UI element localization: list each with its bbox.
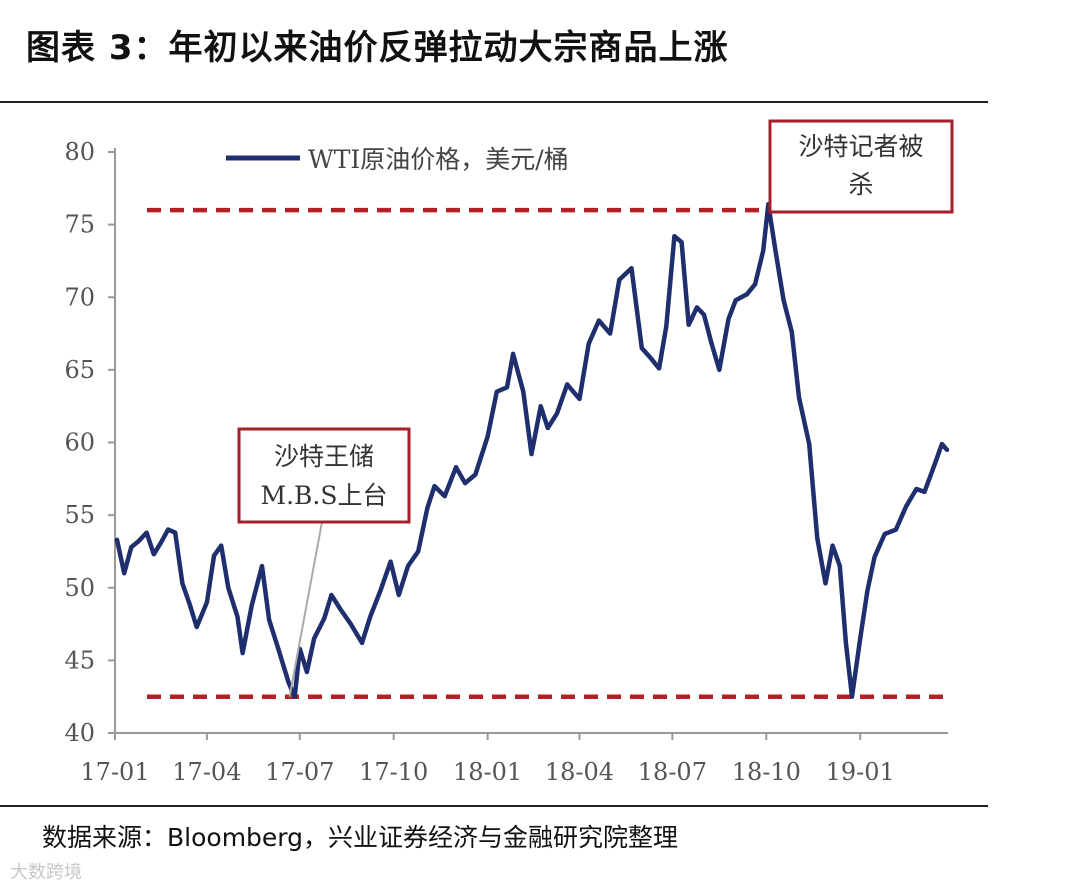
source-note: 数据来源：Bloomberg，兴业证券经济与金融研究院整理 — [42, 823, 679, 852]
callout-box-mbs — [237, 427, 411, 524]
figure-title: 图表 3：年初以来油价反弹拉动大宗商品上涨 — [26, 28, 729, 68]
callout-text-journalist: 杀 — [848, 170, 873, 199]
y-tick-label: 55 — [64, 501, 95, 529]
legend-label: WTI原油价格，美元/桶 — [308, 145, 569, 174]
series-layer — [114, 202, 950, 699]
callout-pointer — [288, 521, 323, 697]
callout-text-mbs: 沙特王储 — [274, 442, 374, 471]
x-tick-label: 18-10 — [732, 758, 801, 786]
x-tick-label: 19-01 — [826, 758, 895, 786]
watermark: 大数跨境 — [10, 862, 82, 883]
callout-text-mbs: M.B.S上台 — [261, 481, 388, 510]
y-tick-label: 45 — [64, 646, 95, 674]
y-tick-label: 75 — [64, 211, 95, 239]
legend: WTI原油价格，美元/桶 — [226, 145, 569, 174]
bottom-divider — [0, 805, 988, 807]
series-line-wti — [114, 202, 950, 699]
x-tick-label: 18-04 — [545, 758, 614, 786]
x-tick-label: 17-04 — [172, 758, 241, 786]
x-tick-label: 17-10 — [359, 758, 428, 786]
top-divider — [0, 101, 988, 103]
x-tick-label: 18-01 — [453, 758, 522, 786]
x-tick-label: 18-07 — [638, 758, 707, 786]
callout-box-journalist — [768, 119, 954, 214]
y-tick-label: 70 — [64, 283, 95, 311]
y-tick-label: 65 — [64, 356, 95, 384]
callout-text-journalist: 沙特记者被 — [798, 132, 923, 161]
reference-lines — [147, 207, 945, 699]
chart-axes: 40 45 50 55 60 65 70 75 80 17-01 17-04 17-07 17-10 18… — [64, 138, 948, 786]
y-tick-label: 60 — [64, 429, 95, 457]
y-tick-label: 50 — [64, 574, 95, 602]
x-tick-label: 17-01 — [80, 758, 149, 786]
x-tick-label: 17-07 — [265, 758, 334, 786]
y-tick-label: 80 — [64, 138, 95, 166]
y-tick-label: 40 — [64, 719, 95, 747]
